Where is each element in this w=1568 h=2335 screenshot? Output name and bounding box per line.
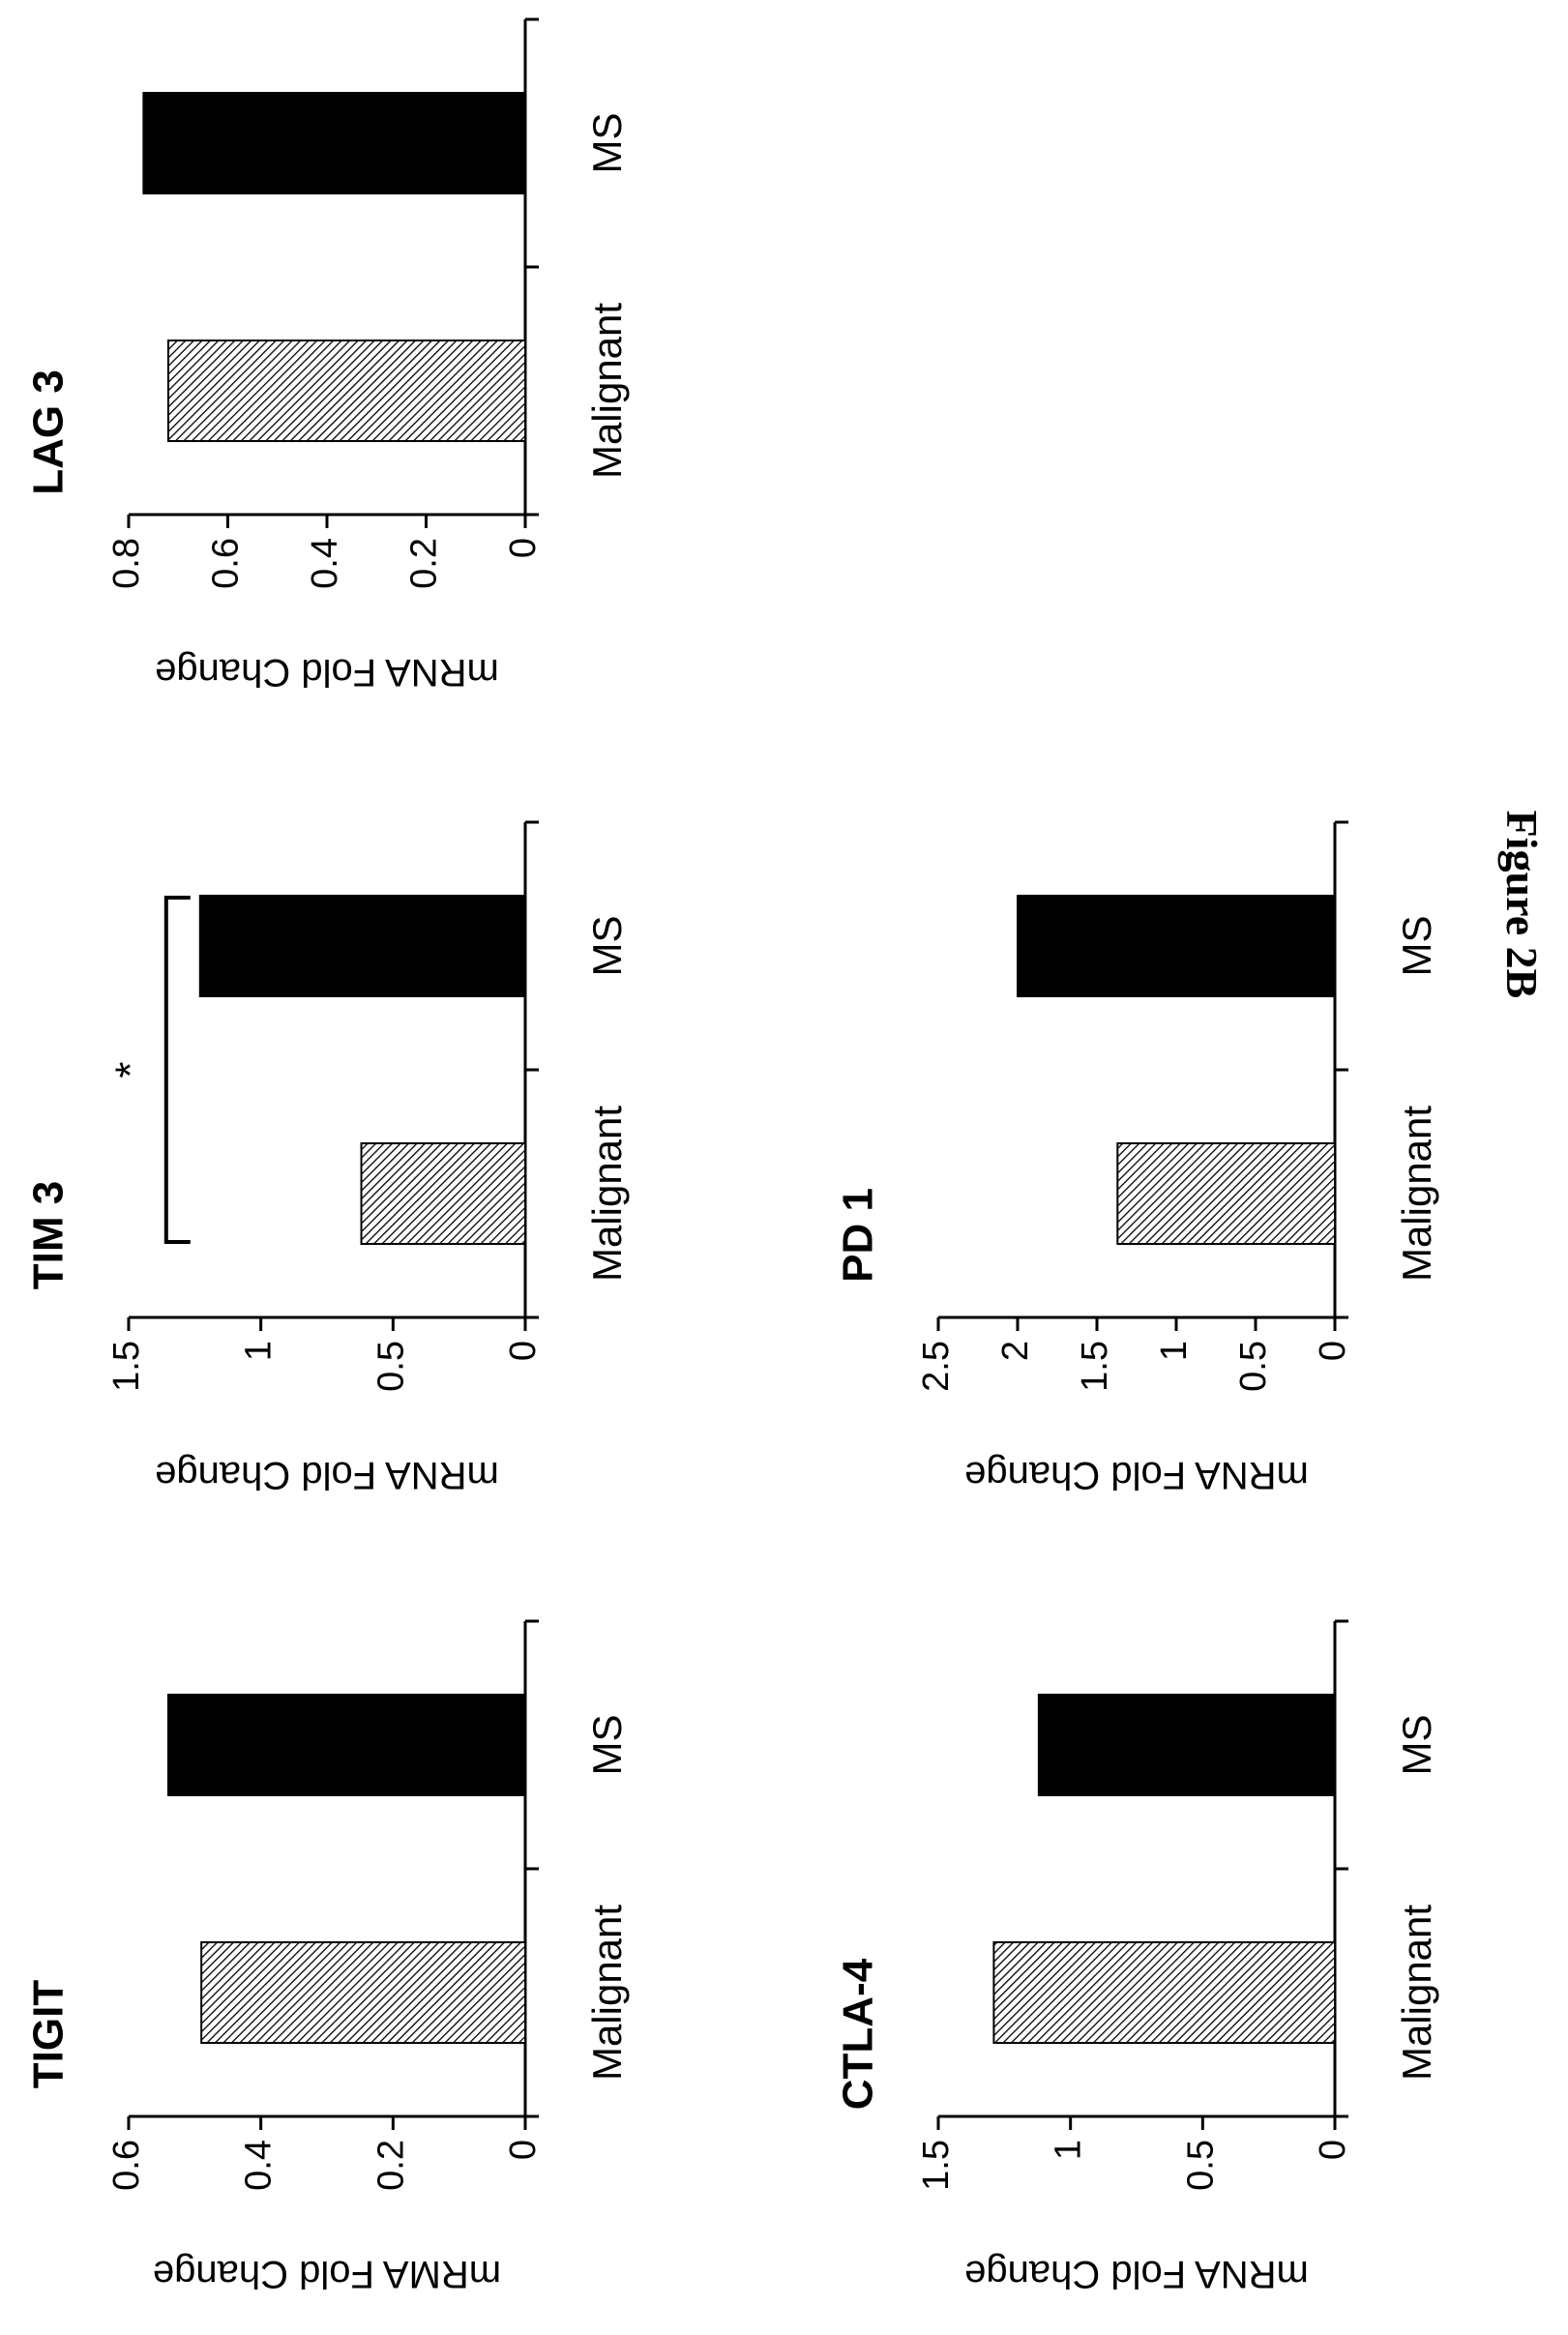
value-tick-label: 1 — [239, 1341, 280, 1361]
chart-title: CTLA-4 — [835, 1958, 882, 2110]
chart-title: TIM 3 — [25, 1181, 73, 1289]
value-tick-label: 1.5 — [916, 2140, 957, 2191]
value-tick-label: 0.6 — [206, 538, 247, 589]
value-tick-label: 1.5 — [1075, 1341, 1115, 1392]
value-tick-label: 0.4 — [239, 2140, 280, 2191]
category-label-ms: MS — [1394, 916, 1439, 977]
bar-ms — [1037, 1694, 1337, 1796]
category-label-malignant: Malignant — [1394, 1106, 1439, 1282]
chart-lag-3: 0 0.2 0.4 0.6 0.8 mRNA Fold Change LAG 3 Malign… — [25, 17, 630, 694]
significance-star: * — [106, 1061, 154, 1078]
significance-bracket — [163, 896, 191, 1244]
category-label-malignant: Malignant — [584, 1905, 630, 2081]
chart-tim-3: 0 0.5 1 1.5 mRNA Fold Change TIM 3 Malignant MS… — [25, 820, 630, 1496]
category-label-ms: MS — [584, 1715, 630, 1776]
value-tick-label: 0.2 — [370, 2140, 411, 2191]
category-label-malignant: Malignant — [1394, 1905, 1439, 2081]
bar-malignant — [992, 1941, 1337, 2044]
chart-title: PD 1 — [835, 1188, 882, 1283]
value-tick-label: 0.8 — [106, 538, 147, 589]
value-tick-label: 0.2 — [404, 538, 445, 589]
value-tick-label: 1.5 — [106, 1341, 147, 1392]
bar-malignant — [167, 340, 526, 442]
value-tick-label: 2.5 — [916, 1341, 957, 1392]
bar-ms — [198, 895, 527, 997]
value-axis-label: mRNA Fold Change — [964, 1454, 1309, 1496]
category-label-ms: MS — [1394, 1715, 1439, 1776]
chart-pd-1: 0 0.5 1 1.5 2 2.5 mRNA Fold Change PD 1 Malignan… — [835, 820, 1439, 1496]
value-tick-label: 0 — [503, 1341, 544, 1361]
chart-ctla-4: 0 0.5 1 1.5 mRNA Fold Change CTLA-4 Malignant M… — [835, 1619, 1439, 2295]
value-tick-label: 0.4 — [305, 538, 345, 589]
value-axis-label: mRNA Fold Change — [964, 2253, 1309, 2295]
value-tick-label: 0 — [503, 2140, 544, 2160]
value-axis-label: mRMA Fold Change — [153, 2253, 501, 2295]
bar-ms — [142, 92, 526, 194]
value-tick-label: 0.5 — [1233, 1341, 1274, 1392]
chart-panels: 0 0.2 0.4 0.6 0.8 mRNA Fold Change LAG 3 Malign… — [25, 17, 1439, 2295]
category-label-malignant: Malignant — [584, 1106, 630, 1282]
bar-ms — [167, 1694, 526, 1796]
bar-malignant — [1116, 1142, 1336, 1245]
value-tick-label: 1 — [1049, 2140, 1089, 2160]
value-tick-label: 2 — [995, 1341, 1036, 1361]
value-axis-label: mRNA Fold Change — [155, 651, 499, 694]
value-axis-label: mRNA Fold Change — [155, 1454, 499, 1496]
chart-tigit: 0 0.2 0.4 0.6 mRMA Fold Change TIGIT Malignant… — [25, 1619, 630, 2295]
value-tick-label: 0 — [1313, 2140, 1353, 2160]
value-tick-label: 0.6 — [106, 2140, 147, 2191]
category-label-ms: MS — [584, 916, 630, 977]
value-tick-label: 0.5 — [1180, 2140, 1221, 2191]
value-tick-label: 0 — [1313, 1341, 1353, 1361]
bar-malignant — [360, 1142, 526, 1245]
category-label-malignant: Malignant — [584, 303, 630, 479]
category-label-ms: MS — [584, 113, 630, 174]
value-tick-label: 0 — [503, 538, 544, 558]
bar-malignant — [200, 1941, 527, 2044]
value-tick-label: 0.5 — [370, 1341, 411, 1392]
value-tick-label: 1 — [1154, 1341, 1195, 1361]
figure-caption: Figure 2B — [1497, 811, 1547, 999]
chart-title: LAG 3 — [25, 369, 73, 495]
chart-title: TIGIT — [25, 1980, 73, 2089]
bar-ms — [1017, 895, 1336, 997]
